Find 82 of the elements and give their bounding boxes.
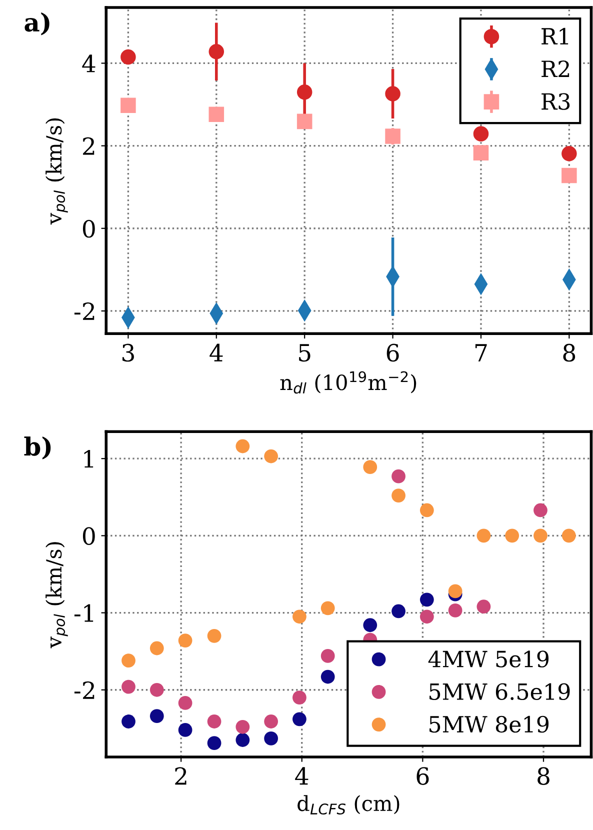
point [150,682,164,697]
x-tick-label: 4 [295,767,308,785]
point [236,439,250,454]
point [208,44,224,60]
legend-label: R1 [542,28,568,44]
x-tick-label: 8 [538,767,550,785]
legend-label: R2 [542,60,570,77]
legend-label: 5MW 6.5e19 [430,683,570,700]
x-tick-label: 6 [416,767,429,785]
point [178,634,192,648]
chart-title: a) [24,12,50,36]
y-axis-title: v$_{pol}$ (km/s) [46,118,68,225]
y-tick-label: 0 [82,220,95,238]
point [392,469,406,484]
point [178,696,192,710]
point [363,460,378,474]
legend-label: R3 [542,93,570,110]
x-axis-title: d$_{LCFS}$ (cm) [298,795,400,815]
y-tick-label: 2 [83,137,94,155]
point [505,528,520,543]
point [207,736,222,750]
point [562,168,577,184]
point [292,690,306,705]
point [476,600,491,614]
point [236,733,250,747]
y-tick-label: 1 [84,450,94,468]
point [207,628,222,643]
point [534,528,548,543]
y-axis-title: v$_{pol}$ (km/s) [46,542,68,648]
x-tick-label: 7 [475,344,487,362]
point [476,528,491,543]
y-tick-label: -2 [74,302,94,320]
point [264,714,278,728]
point [448,584,462,598]
point [122,680,136,694]
point [363,618,378,632]
legend-label: 4MW 5e19 [428,650,549,668]
x-tick-label: 4 [210,344,223,362]
y-tick-label: -2 [74,681,94,699]
point [178,723,192,737]
point [473,145,489,160]
point [150,709,164,724]
y-tick-label: 0 [82,527,95,545]
point [150,641,164,656]
point [122,654,136,668]
point [292,610,306,624]
point [120,98,136,113]
chart-title: b) [24,436,51,460]
x-tick-label: 2 [175,767,186,785]
point [296,84,312,100]
x-tick-label: 6 [386,344,399,362]
point [264,449,278,464]
point [420,610,434,624]
point [320,649,335,663]
point [120,49,136,65]
point [264,732,278,746]
point [122,714,136,728]
x-tick-label: 5 [299,344,310,362]
point [392,604,406,618]
x-axis-title: n$_{dl}$ (10$^{19}$m$^{−2}$) [280,371,416,394]
point [385,86,400,102]
point [207,714,222,728]
point [420,503,434,518]
point [420,592,434,607]
point [562,146,577,162]
point [385,128,400,144]
y-tick-label: -1 [74,604,94,622]
x-tick-label: 8 [563,344,576,362]
point [320,601,335,616]
point [562,528,576,543]
point [320,670,335,684]
point [292,712,306,726]
point [534,503,548,518]
legend-label: 5MW 8e19 [430,716,549,733]
x-tick-label: 3 [122,344,134,362]
point [208,106,224,122]
point [296,114,312,130]
point [236,720,250,734]
point [448,604,462,618]
point [392,488,406,503]
point [473,126,489,142]
y-tick-label: 4 [82,54,96,72]
